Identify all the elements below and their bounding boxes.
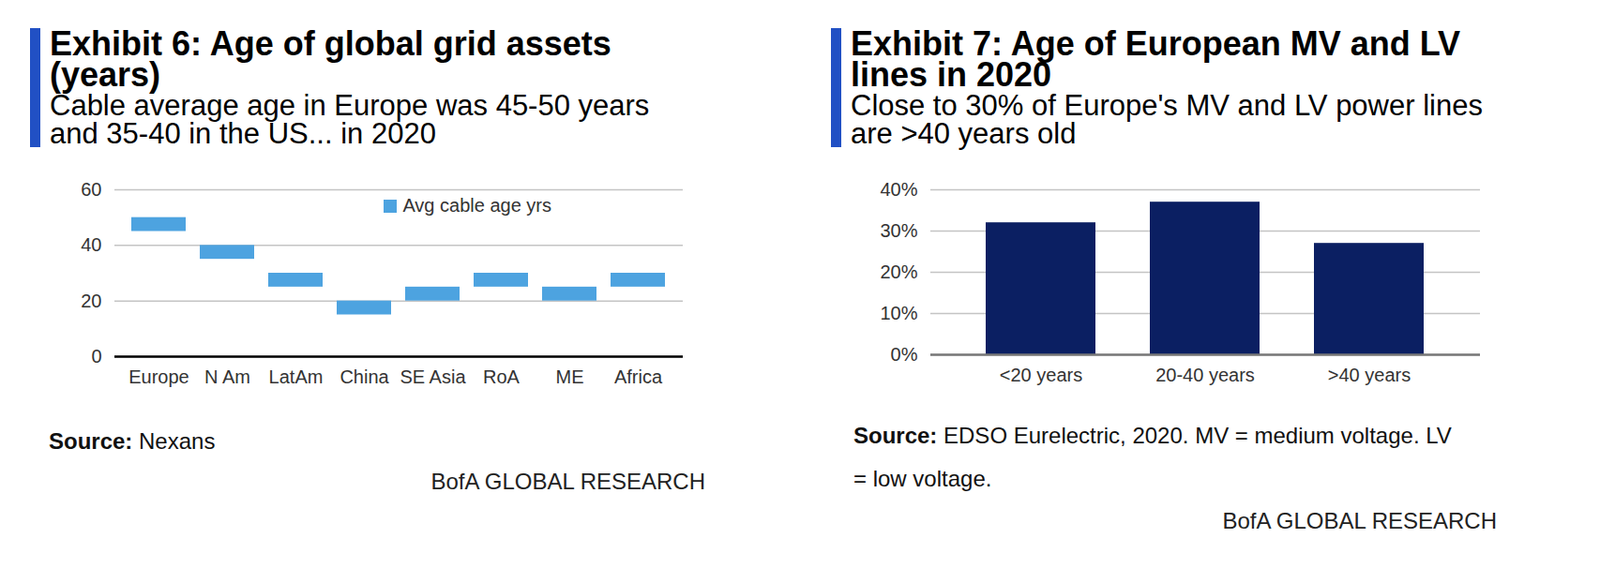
svg-text:>40 years: >40 years [1328, 364, 1411, 386]
html-text:Close to 30% of Europe's MV an: Close to 30% of Europe's MV and LV power… [850, 89, 1483, 150]
svg-text:20%: 20% [879, 261, 918, 283]
html-text:BofA GLOBAL RESEARCH: BofA GLOBAL RESEARCH [430, 468, 706, 495]
svg-text:Europe: Europe [128, 366, 190, 388]
html-text:Source: Nexans: Source: Nexans [48, 428, 216, 454]
svg-text:LatAm: LatAm [269, 366, 324, 388]
svg-text:40: 40 [80, 234, 102, 256]
svg-text:<20 years: <20 years [999, 364, 1083, 386]
svg-text:20: 20 [80, 290, 102, 312]
html-text:Exhibit 6: Age of global grid: Exhibit 6: Age of global grid assets (ye… [49, 24, 612, 94]
svg-text:60: 60 [80, 179, 102, 200]
html-text:BofA GLOBAL RESEARCH: BofA GLOBAL RESEARCH [1222, 508, 1497, 534]
svg-text:40%: 40% [879, 179, 918, 200]
svg-text:SE Asia: SE Asia [399, 366, 467, 388]
svg-text:0: 0 [90, 346, 102, 367]
html-text:Cable average age in Europe wa: Cable average age in Europe was 45-50 ye… [49, 89, 650, 150]
html-text:Source: EDSO Eurelectric, 2020: Source: EDSO Eurelectric, 2020. MV = med… [853, 422, 1452, 492]
svg-text:ME: ME [556, 366, 585, 388]
svg-text:10%: 10% [879, 302, 918, 324]
svg-text:20-40 years: 20-40 years [1155, 364, 1255, 386]
html-text:Exhibit 7: Age of European MV: Exhibit 7: Age of European MV and LV lin… [850, 24, 1461, 94]
svg-text:China: China [339, 366, 390, 388]
svg-text:N Am: N Am [204, 366, 251, 388]
svg-text:0%: 0% [890, 344, 919, 365]
svg-text:RoA: RoA [483, 366, 521, 388]
html-text:Avg cable age yrs: Avg cable age yrs [402, 195, 552, 216]
svg-text:Africa: Africa [614, 366, 664, 388]
svg-text:30%: 30% [879, 220, 918, 242]
